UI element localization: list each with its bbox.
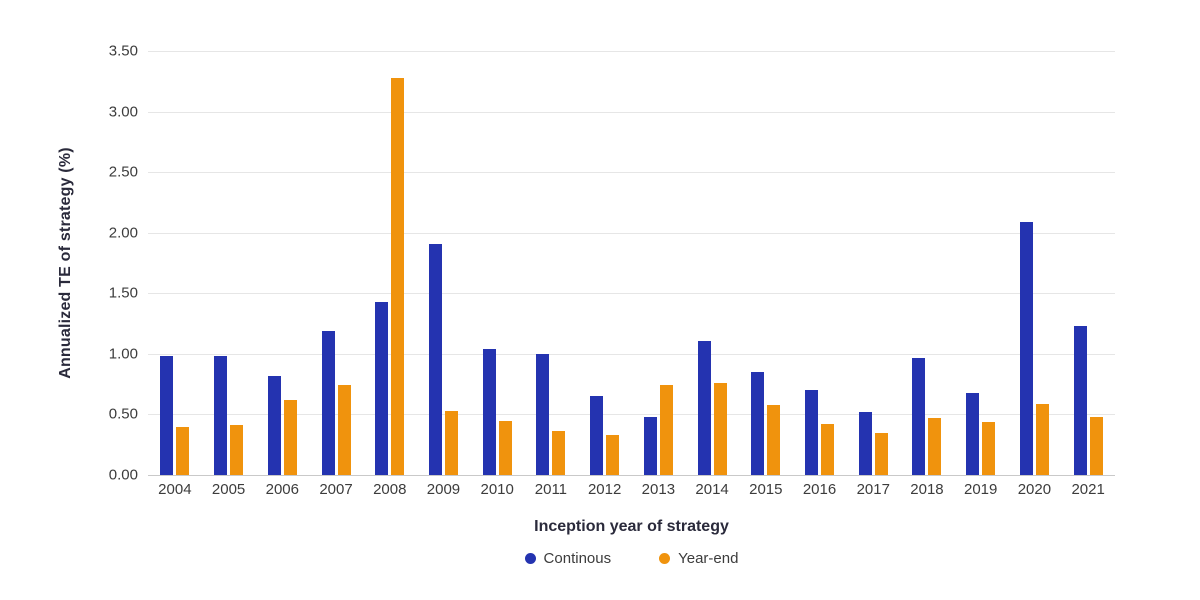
bar-year-end-2013 — [659, 385, 673, 475]
x-tick-label: 2019 — [964, 481, 998, 498]
x-tick-label: 2016 — [802, 481, 837, 498]
bar-year-end-2005 — [230, 425, 244, 475]
bar-year-end-2008 — [391, 77, 405, 475]
gridline — [148, 293, 1115, 295]
x-tick-label: 2004 — [158, 481, 192, 498]
x-tick-label: 2009 — [426, 481, 461, 498]
bar-year-end-2011 — [552, 431, 566, 475]
x-tick-label: 2005 — [211, 481, 246, 498]
bar-continous-2008 — [375, 301, 389, 475]
x-tick-label: 2020 — [1017, 481, 1052, 498]
bar-continous-2006 — [267, 375, 281, 475]
x-axis-title: Inception year of strategy — [534, 518, 729, 535]
bar-year-end-2012 — [606, 435, 620, 475]
bar-continous-2014 — [697, 340, 711, 475]
bar-continous-2018 — [912, 357, 926, 475]
bar-continous-2010 — [482, 349, 496, 475]
bar-continous-2019 — [966, 392, 980, 475]
bar-continous-2011 — [536, 353, 550, 475]
bar-year-end-2017 — [874, 432, 888, 475]
plot-area — [148, 51, 1115, 476]
y-tick-label: 1.50 — [108, 284, 138, 302]
x-tick-label: 2014 — [695, 481, 729, 498]
x-tick-label: 2015 — [749, 481, 783, 498]
bar-continous-2013 — [643, 416, 657, 475]
gridline — [148, 172, 1115, 174]
legend-item-label: Continous — [543, 550, 612, 567]
bar-year-end-2010 — [498, 420, 512, 475]
y-tick-label: 3.50 — [108, 42, 138, 60]
bar-continous-2017 — [858, 412, 872, 475]
bar-year-end-2006 — [283, 399, 297, 475]
x-tick-label: 2008 — [373, 481, 407, 498]
gridline — [148, 414, 1115, 416]
bar-continous-2021 — [1073, 326, 1087, 475]
bar-year-end-2020 — [1035, 403, 1049, 475]
bar-year-end-2009 — [444, 410, 458, 475]
bar-year-end-2004 — [176, 426, 190, 475]
bar-continous-2020 — [1019, 221, 1033, 475]
y-tick-label: 2.50 — [108, 163, 138, 181]
x-tick-label: 2007 — [319, 481, 353, 498]
y-tick-label: 3.00 — [108, 103, 138, 121]
bar-year-end-2016 — [821, 424, 835, 475]
bar-continous-2007 — [321, 330, 335, 475]
bar-continous-2009 — [428, 243, 442, 475]
x-tick-label: 2017 — [856, 481, 890, 498]
x-tick-label: 2010 — [480, 481, 514, 498]
x-tick-label: 2012 — [587, 481, 622, 498]
legend-item-continous[interactable]: Continous — [524, 550, 612, 567]
legend-item-year-end[interactable]: Year-end — [659, 550, 738, 567]
x-tick-label: 2018 — [910, 481, 944, 498]
x-tick-label: 2011 — [534, 481, 568, 498]
y-tick-label: 0.50 — [108, 405, 138, 423]
x-tick-label: 2021 — [1071, 481, 1105, 498]
legend-marker-dot — [659, 553, 671, 564]
legend: Continous Year-end — [148, 550, 1115, 567]
bar-year-end-2018 — [928, 418, 942, 475]
y-tick-label: 2.00 — [108, 224, 138, 242]
bar-year-end-2014 — [713, 382, 727, 475]
bar-continous-2016 — [805, 390, 819, 475]
bar-continous-2015 — [751, 372, 765, 475]
y-axis-title: Annualized TE of strategy (%) — [57, 147, 74, 379]
gridline — [148, 51, 1115, 52]
x-tick-label: 2006 — [265, 481, 299, 498]
gridline — [148, 111, 1115, 113]
bar-continous-2004 — [160, 356, 174, 475]
y-tick-label: 1.00 — [108, 345, 138, 363]
x-tick-label: 2013 — [641, 481, 676, 498]
bar-continous-2012 — [590, 396, 604, 475]
y-tick-label: 0.00 — [108, 466, 138, 484]
bar-year-end-2007 — [337, 385, 351, 475]
bar-year-end-2019 — [982, 421, 996, 475]
legend-item-label: Year-end — [678, 550, 739, 567]
bar-continous-2005 — [214, 356, 228, 475]
gridline — [148, 232, 1115, 234]
x-axis-line — [148, 475, 1115, 476]
legend-marker-dot — [524, 553, 536, 564]
bar-year-end-2015 — [767, 404, 781, 475]
gridline — [148, 353, 1115, 355]
bar-year-end-2021 — [1089, 416, 1103, 475]
